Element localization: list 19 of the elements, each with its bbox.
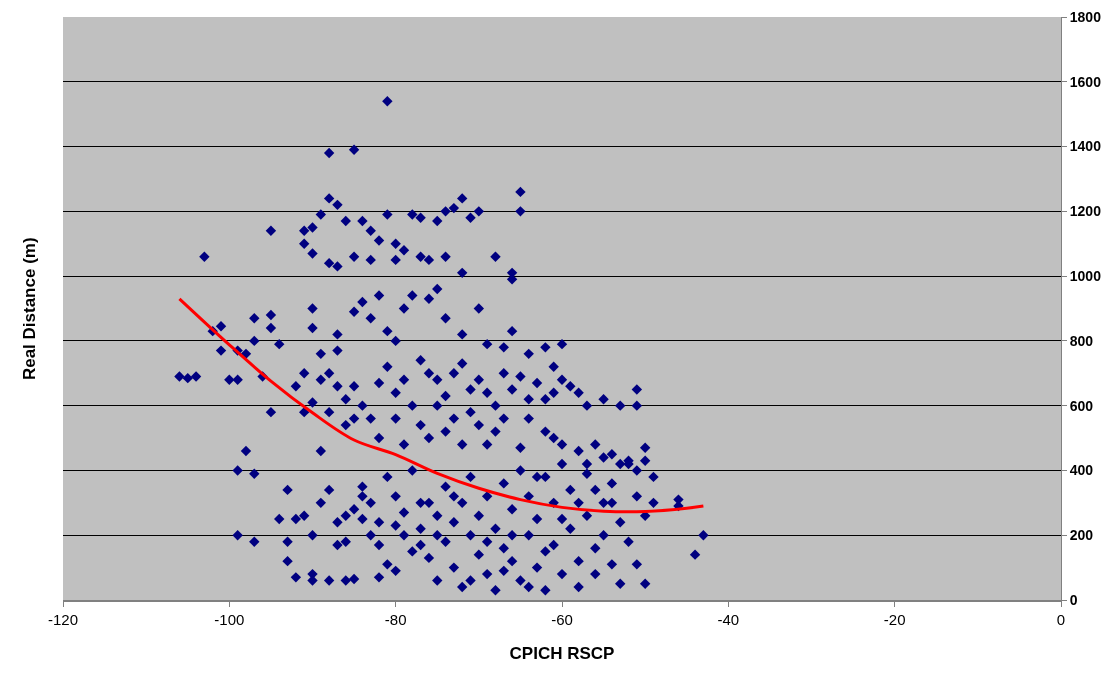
- y-tick-label: 200: [1069, 527, 1094, 544]
- y-tick-label: 1200: [1069, 203, 1102, 220]
- y-tick-label: 800: [1069, 332, 1094, 349]
- y-tick-label: 0: [1069, 591, 1078, 608]
- y-tick-label: 1400: [1069, 138, 1102, 155]
- x-tick-label: -80: [384, 611, 407, 628]
- y-tick-label: 400: [1069, 462, 1094, 479]
- x-tick-label: -40: [717, 611, 740, 628]
- x-tick-label: -120: [47, 611, 79, 628]
- x-tick-label: -20: [883, 611, 906, 628]
- y-axis-title: Real Distance (m): [20, 237, 40, 381]
- y-tick-label: 1000: [1069, 268, 1102, 285]
- y-tick-label: 1600: [1069, 73, 1102, 90]
- x-tick-label: -100: [214, 611, 245, 628]
- x-tick-label: -60: [551, 611, 573, 628]
- y-tick-label: 600: [1069, 397, 1094, 414]
- y-tick-label: 1800: [1069, 8, 1102, 25]
- x-tick-label: 0: [1056, 611, 1066, 628]
- x-axis-title: CPICH RSCP: [509, 643, 615, 663]
